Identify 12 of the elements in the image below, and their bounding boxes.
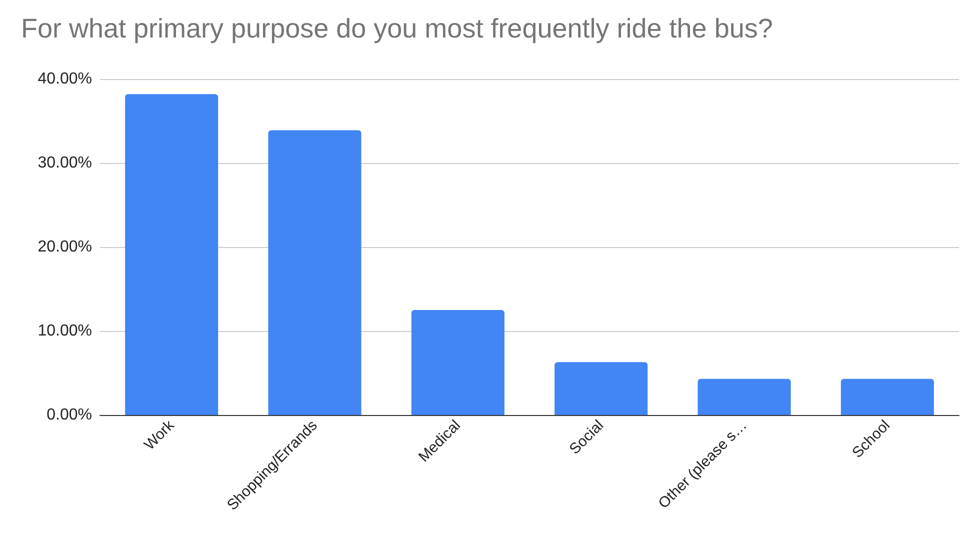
y-tick-label: 20.00%: [38, 238, 92, 256]
y-tick-label: 10.00%: [38, 322, 92, 340]
bar: [268, 130, 362, 415]
y-tick-label: 30.00%: [38, 154, 92, 172]
bar: [411, 310, 504, 415]
bar: [698, 378, 791, 415]
y-tick-label: 40.00%: [38, 70, 92, 88]
chart-title: For what primary purpose do you most frequently ride the bus?: [21, 14, 773, 44]
bar: [840, 378, 934, 415]
y-tick-label: 0.00%: [46, 406, 92, 424]
bar: [554, 362, 648, 415]
bar: [125, 94, 218, 415]
